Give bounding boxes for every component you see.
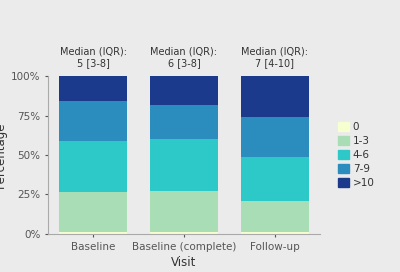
Bar — [59, 76, 127, 101]
Bar — [59, 101, 127, 141]
Text: Median (IQR):
5 [3-8]: Median (IQR): 5 [3-8] — [60, 47, 127, 68]
Bar — [241, 232, 309, 234]
Bar — [241, 76, 309, 117]
Y-axis label: Percentage: Percentage — [0, 122, 7, 188]
Text: Median (IQR):
6 [3-8]: Median (IQR): 6 [3-8] — [150, 47, 218, 68]
Bar — [241, 157, 309, 201]
Bar — [150, 104, 218, 139]
Bar — [150, 231, 218, 234]
Bar — [150, 139, 218, 191]
Bar — [150, 76, 218, 104]
Bar — [59, 192, 127, 231]
Bar — [150, 191, 218, 231]
Text: Median (IQR):
7 [4-10]: Median (IQR): 7 [4-10] — [241, 47, 308, 68]
Bar — [59, 141, 127, 192]
Bar — [241, 201, 309, 232]
Bar — [59, 231, 127, 234]
Legend: 0, 1-3, 4-6, 7-9, >10: 0, 1-3, 4-6, 7-9, >10 — [336, 120, 377, 190]
Bar — [241, 117, 309, 157]
X-axis label: Visit: Visit — [171, 256, 197, 269]
